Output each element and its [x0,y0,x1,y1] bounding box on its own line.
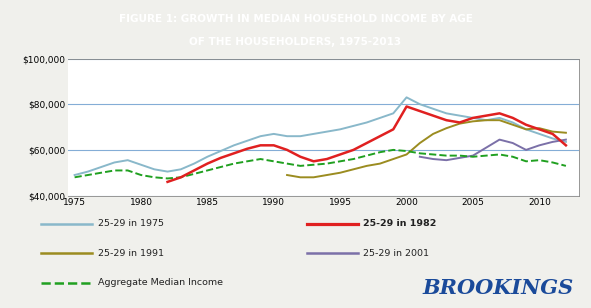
Text: FIGURE 1: GROWTH IN MEDIAN HOUSEHOLD INCOME BY AGE: FIGURE 1: GROWTH IN MEDIAN HOUSEHOLD INC… [119,14,472,24]
Text: Aggregate Median Income: Aggregate Median Income [98,278,223,287]
Text: 25-29 in 2001: 25-29 in 2001 [363,249,430,258]
Text: 25-29 in 1982: 25-29 in 1982 [363,219,437,228]
Text: 25-29 in 1991: 25-29 in 1991 [98,249,164,258]
Text: 25-29 in 1975: 25-29 in 1975 [98,219,164,228]
Text: OF THE HOUSEHOLDERS, 1975-2013: OF THE HOUSEHOLDERS, 1975-2013 [190,37,401,47]
Text: BROOKINGS: BROOKINGS [422,278,573,298]
